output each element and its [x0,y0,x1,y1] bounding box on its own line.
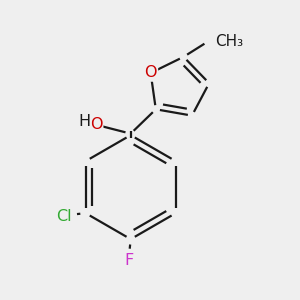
Text: F: F [124,253,134,268]
Text: CH₃: CH₃ [215,34,244,49]
Text: Cl: Cl [56,208,72,224]
Text: O: O [90,117,102,132]
Text: O: O [144,65,157,80]
Text: H: H [78,114,90,129]
